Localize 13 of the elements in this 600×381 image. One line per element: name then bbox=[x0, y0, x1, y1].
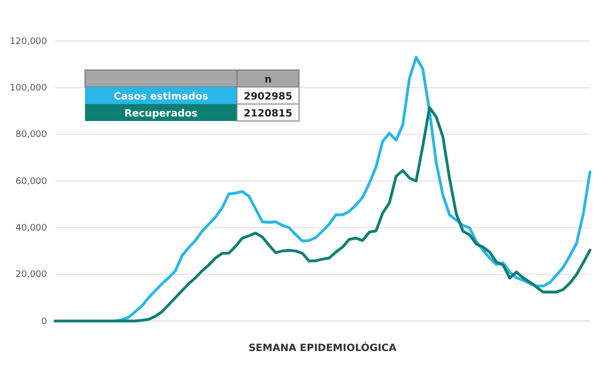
y-tick-label: 0 bbox=[41, 316, 48, 327]
y-tick-label: 120,000 bbox=[10, 36, 48, 47]
legend-title: n bbox=[264, 74, 272, 86]
annotation: 2120815 bbox=[244, 108, 292, 120]
annotation: 2902985 bbox=[244, 92, 292, 102]
y-tick-label: 100,000 bbox=[10, 84, 48, 94]
y-tick-label: 20,000 bbox=[16, 270, 48, 280]
y-tick-label: 60,000 bbox=[16, 176, 48, 187]
x-axis-title: SEMANA EPIDEMIOLÓGICA bbox=[248, 341, 397, 354]
text: Recuperados bbox=[124, 108, 198, 120]
text: Casos estimados bbox=[114, 92, 208, 102]
y-tick-label: 40,000 bbox=[16, 224, 48, 234]
y-tick-label: 80,000 bbox=[16, 130, 48, 140]
